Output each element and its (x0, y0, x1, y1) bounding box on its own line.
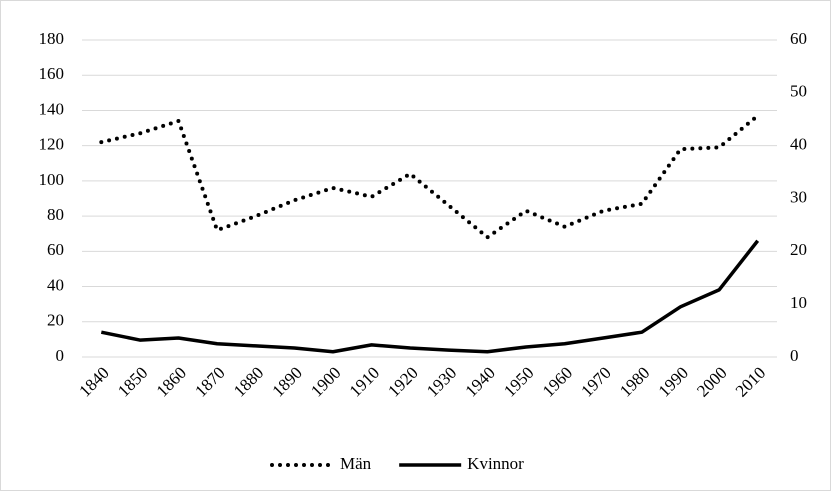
y-tick-label: 160 (39, 64, 65, 83)
y2-tick-label: 40 (790, 135, 807, 154)
y-tick-label: 0 (56, 346, 65, 365)
y-tick-label: 180 (39, 29, 65, 48)
y2-tick-label: 30 (790, 187, 807, 206)
y-tick-label: 120 (39, 135, 65, 154)
y2-tick-label: 10 (790, 293, 807, 312)
y-tick-label: 100 (39, 170, 65, 189)
legend-label: Män (340, 454, 372, 473)
y2-tick-label: 0 (790, 346, 799, 365)
y2-tick-label: 20 (790, 240, 807, 259)
y-tick-label: 40 (47, 275, 64, 294)
series-line (100, 239, 760, 354)
y-tick-label: 60 (47, 240, 64, 259)
y-tick-label: 80 (47, 205, 64, 224)
y2-tick-label: 60 (790, 29, 807, 48)
series-line (99, 113, 760, 240)
y2-tick-label: 50 (790, 82, 807, 101)
legend-label: Kvinnor (467, 454, 524, 473)
y-tick-label: 20 (47, 311, 64, 330)
y-tick-label: 140 (39, 99, 65, 118)
